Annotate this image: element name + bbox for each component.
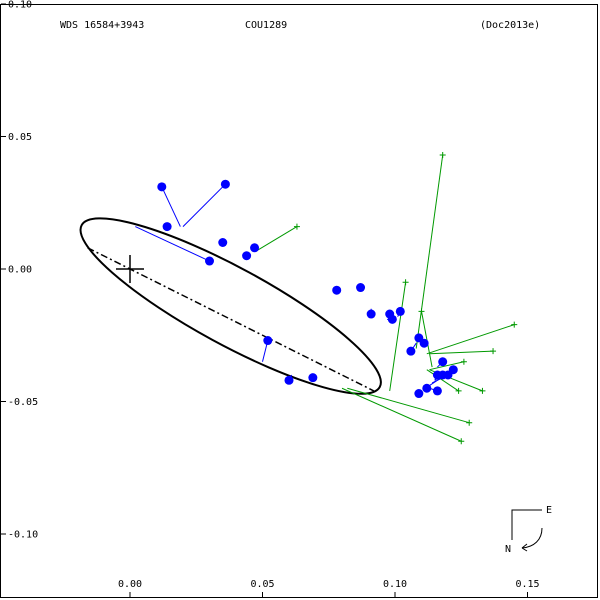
green-measure-plus <box>460 358 467 365</box>
green-measure-plus <box>511 321 518 328</box>
green-residual-line <box>341 387 462 442</box>
blue-measure-point <box>422 383 432 393</box>
green-measure-plus <box>490 348 497 355</box>
header-wds-id: WDS 16584+3943 <box>60 20 144 31</box>
orbit-ellipse <box>79 217 382 395</box>
y-tick-label: -0.05 <box>8 397 38 408</box>
blue-measure-point <box>308 373 318 383</box>
blue-measure-point <box>387 314 397 324</box>
green-residual-line <box>389 282 407 391</box>
line-of-nodes-group <box>87 247 375 392</box>
green-measure-plus <box>455 387 462 394</box>
line-of-nodes <box>87 247 375 392</box>
primary-star-group <box>116 255 144 283</box>
blue-measure-point <box>220 179 230 189</box>
blue-measure-point <box>448 365 458 375</box>
y-tick-label: 0.05 <box>8 132 32 143</box>
y-tick-label: 0.10 <box>8 0 32 11</box>
green-residual-line <box>421 311 433 368</box>
green-measure-plus <box>458 438 465 445</box>
blue-measure-point <box>218 238 228 247</box>
green-measure-plus <box>466 419 473 426</box>
x-tick-label: 0.15 <box>515 579 539 590</box>
blue-residual-line <box>135 226 210 262</box>
compass-arc <box>521 527 543 549</box>
green-measure-plus <box>293 223 300 230</box>
green-measure-plus <box>418 308 425 315</box>
compass-arrowhead <box>521 543 528 552</box>
blue-measure-point <box>332 285 342 295</box>
green-measure-plus <box>402 279 409 286</box>
header-reference: (Doc2013e) <box>480 20 540 31</box>
green-residual-line <box>426 324 515 355</box>
blue-measure-point <box>356 283 366 293</box>
blue-measure-point <box>414 389 424 399</box>
compass-east-north-icon: E N <box>505 505 552 555</box>
green-residual-line <box>256 226 298 251</box>
blue-measure-point <box>366 309 376 319</box>
blue-measure-point <box>284 375 294 385</box>
green-measure-plus <box>439 152 446 159</box>
measurement-points <box>157 179 458 399</box>
axis-ticks: 0.00 0.05 0.10 0.15 0.10 0.05 0.00 -0.05 -0.10 <box>1 0 540 597</box>
green-residual-line <box>415 154 444 349</box>
blue-measure-point <box>250 243 260 253</box>
x-tick-label: 0.10 <box>383 579 407 590</box>
blue-residuals <box>135 183 454 394</box>
y-tick-label: 0.00 <box>8 265 32 276</box>
plot-frame <box>0 4 598 598</box>
x-tick-label: 0.00 <box>118 579 142 590</box>
blue-measure-point <box>205 256 214 266</box>
green-residual-line <box>347 387 470 424</box>
blue-measure-point <box>406 346 416 356</box>
compass-corner <box>511 509 542 540</box>
blue-measure-point <box>157 182 167 192</box>
blue-measure-point <box>432 386 442 396</box>
blue-measure-point <box>242 251 252 261</box>
compass-east-label: E <box>546 505 552 516</box>
blue-residual-line <box>161 186 181 227</box>
green-residual-line <box>429 350 494 355</box>
blue-measure-point <box>438 357 448 367</box>
green-residual-line <box>426 369 459 392</box>
blue-measure-point <box>419 338 429 348</box>
green-measure-plus <box>479 387 486 394</box>
green-residual-line <box>429 361 465 371</box>
green-residuals <box>256 152 518 445</box>
y-tick-label: -0.10 <box>8 530 38 541</box>
blue-measure-point <box>263 336 273 346</box>
x-tick-label: 0.05 <box>250 579 274 590</box>
blue-residual-line <box>182 183 226 227</box>
blue-measure-point <box>395 306 405 316</box>
blue-measure-point <box>162 222 172 232</box>
header-discoverer: COU1289 <box>245 20 287 31</box>
compass-north-label: N <box>505 544 511 555</box>
orbit-ellipse-group <box>79 217 382 395</box>
